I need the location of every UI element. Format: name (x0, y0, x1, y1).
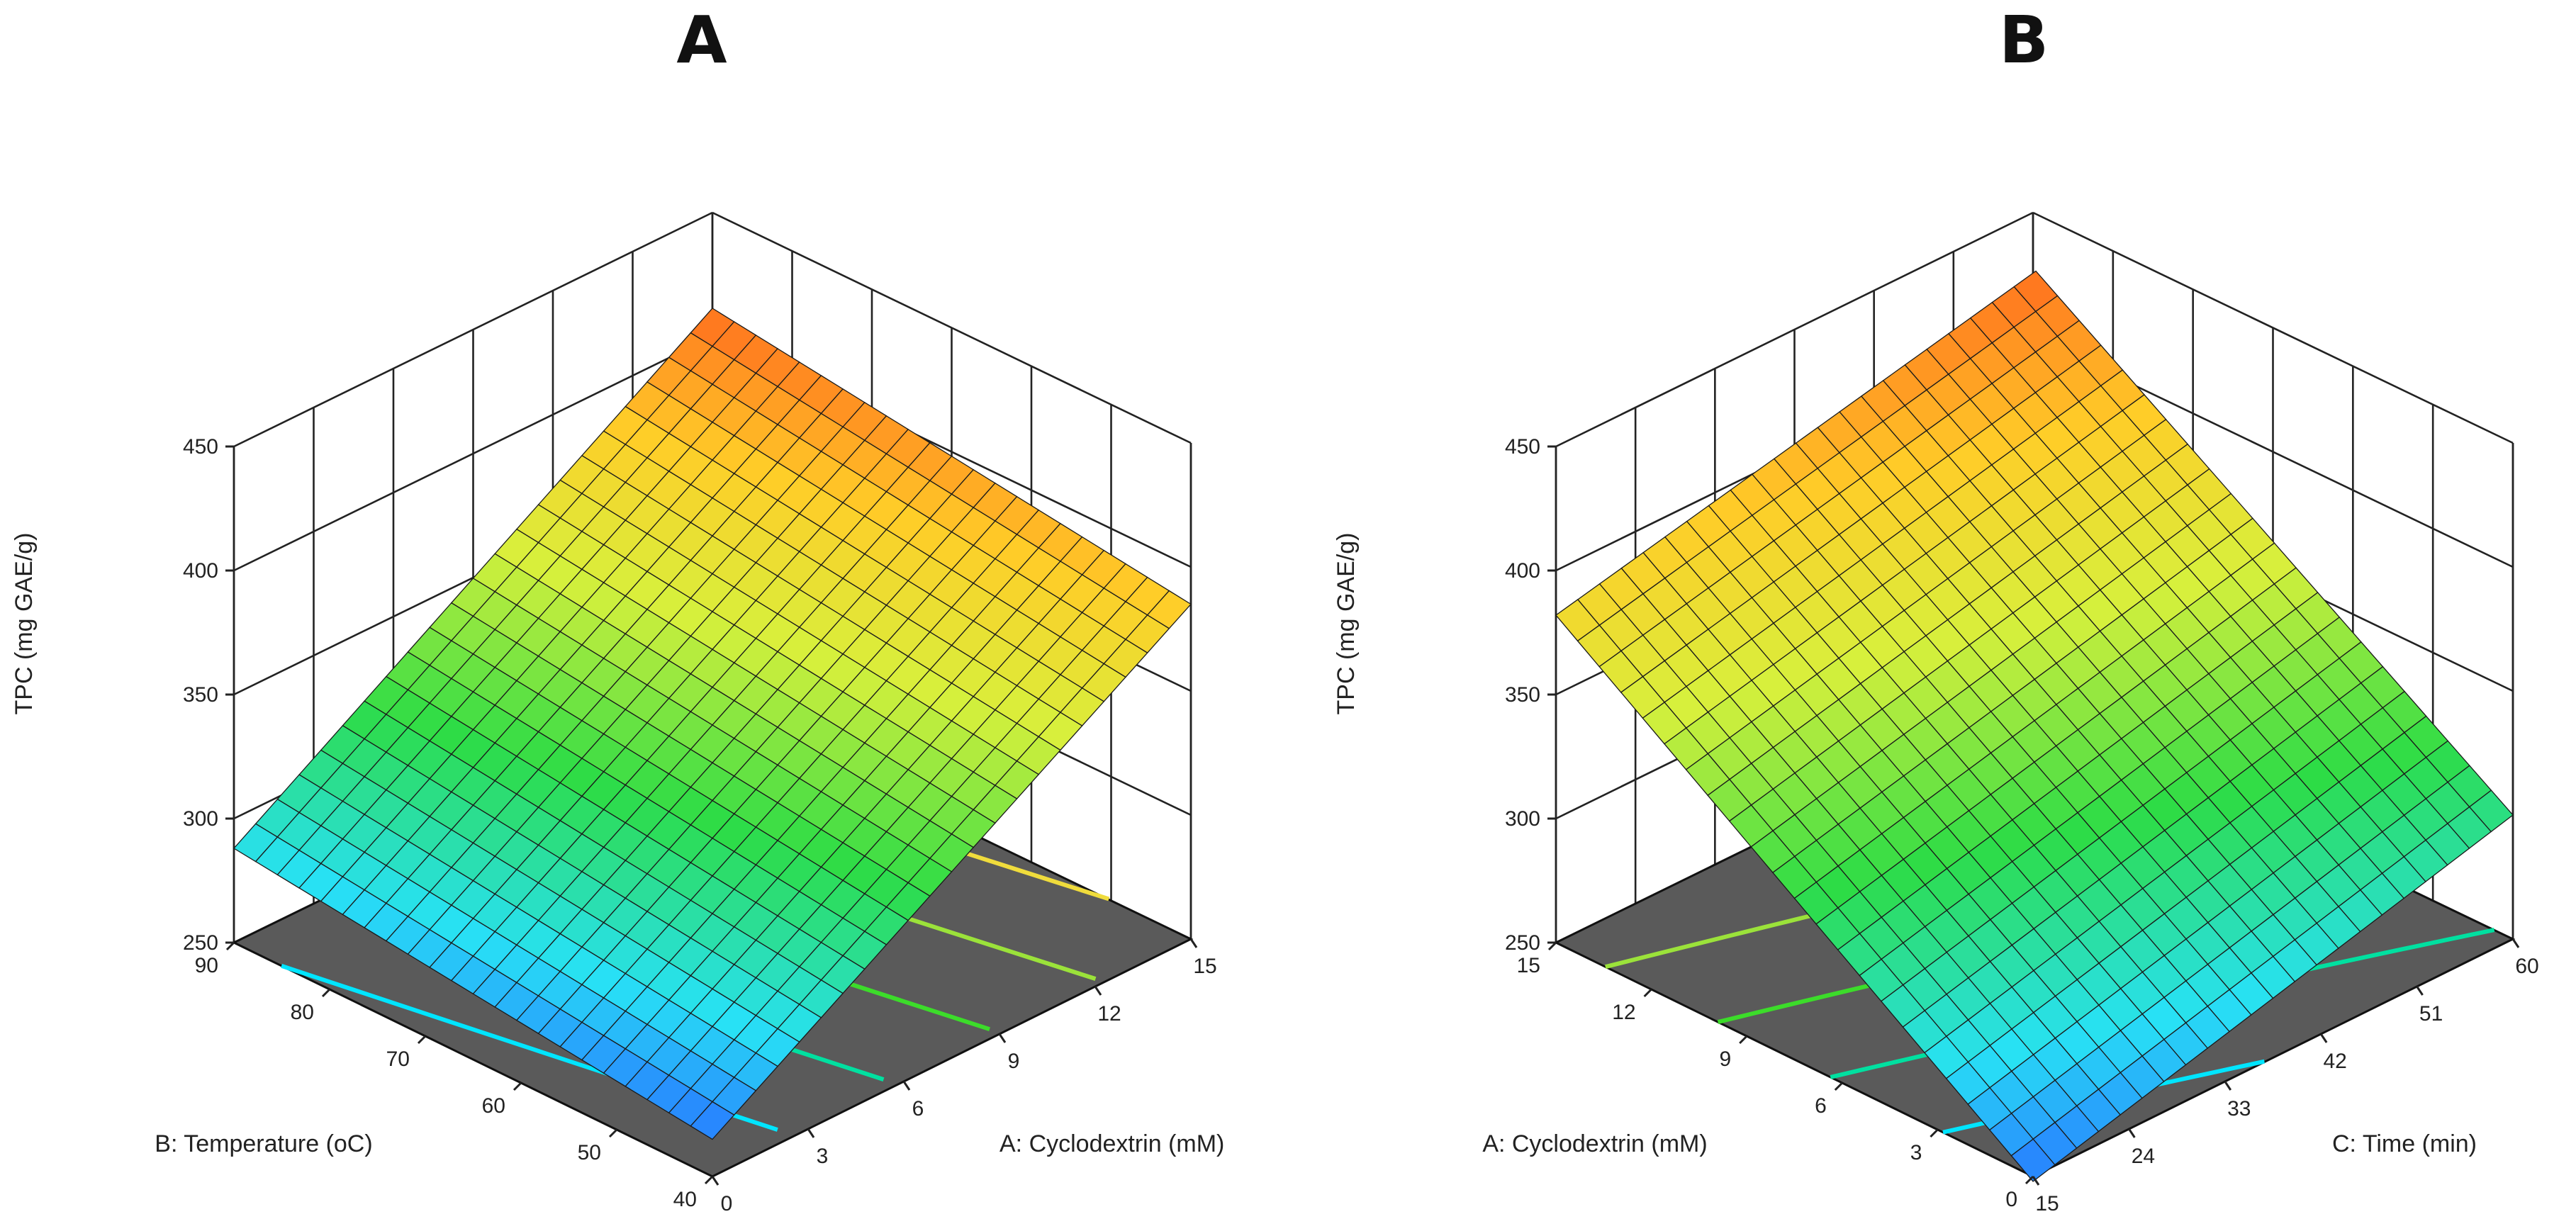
panel-b-y-tick-mark (1547, 941, 1557, 951)
panel-a-y-tick-mark (513, 1082, 522, 1091)
panel-b-y-tick-label: 12 (1612, 1001, 1635, 1024)
panel-a-wall-grid-line (712, 211, 1192, 444)
panel-b-z-tick-label: 450 (1505, 435, 1540, 459)
panel-b-z-tick-label: 400 (1505, 559, 1540, 583)
panel-a-surface-cell (690, 1101, 735, 1140)
panel-a-x-tick-mark (807, 1128, 815, 1138)
panel-b-y-tick-label: 9 (1720, 1047, 1732, 1071)
panel-b-wall-grid-line (2032, 211, 2514, 444)
panel-b-y-tick-label: 15 (1517, 954, 1540, 977)
panel-a-x-tick-label: 3 (817, 1145, 829, 1168)
panel-a-y-tick-label: 70 (386, 1047, 410, 1071)
panel-b-letter: B (1999, 2, 2049, 78)
panel-b-x-tick-mark (2319, 1033, 2328, 1043)
panel-b-x-tick-label: 15 (2035, 1192, 2059, 1215)
panel-a-response-surface (233, 308, 1192, 1140)
panel-a-y-tick-label: 80 (291, 1001, 314, 1024)
panel-b-y-ticks: 0 3 6 9 12 15 (1517, 941, 2034, 1211)
panel-a-x-tick-mark (1189, 938, 1198, 948)
panel-a-y-tick-label: 60 (482, 1094, 505, 1118)
panel-b-x-tick-mark (2224, 1081, 2232, 1091)
panel-a-y-tick-mark (704, 1175, 714, 1185)
panel-b-x-tick-mark (2511, 938, 2520, 948)
panel-a-letter: A (676, 2, 727, 78)
panel-a-z-axis-label: TPC (mg GAE/g) (11, 533, 38, 715)
panel-a-z-tick-label: 250 (183, 931, 218, 955)
panel-b-x-tick-label: 24 (2132, 1145, 2155, 1168)
panel-b-y-tick-label: 6 (1815, 1094, 1827, 1118)
panel-b-x-tick-label: 42 (2324, 1050, 2347, 1073)
panel-b-z-axis-label: TPC (mg GAE/g) (1333, 533, 1360, 715)
panel-a-z-tick-label: 400 (183, 559, 218, 583)
panel-b-y-tick-mark (2025, 1175, 2034, 1185)
panel-b-x-tick-mark (2032, 1176, 2040, 1186)
panel-a-x-tick-mark (1094, 986, 1102, 996)
panel-a-z-tick-label: 300 (183, 807, 218, 831)
panel-b-x-tick-mark (2128, 1128, 2136, 1138)
panel-a-z-tick-label: 350 (183, 683, 218, 707)
panel-b-wall-grid-line (1555, 211, 2034, 448)
panel-b-y-tick-mark (1739, 1035, 1748, 1045)
panel-a-x-ticks: 0 3 6 9 12 15 (711, 938, 1217, 1215)
panel-a-z-ticks: 250 300 350 400 450 (183, 435, 234, 955)
panel-a-z-tick-label: 450 (183, 435, 218, 459)
panel-b-y-axis-label: A: Cyclodextrin (mM) (1482, 1130, 1707, 1157)
panel-a-y-ticks: 40 50 60 70 80 90 (195, 941, 714, 1211)
panel-a-y-tick-label: 50 (578, 1141, 601, 1164)
panel-a-y-axis-label: B: Temperature (oC) (155, 1130, 372, 1157)
panel-a-x-tick-label: 12 (1097, 1002, 1121, 1026)
panel-b-x-tick-label: 33 (2227, 1097, 2251, 1120)
panel-b-response-surface (1555, 270, 2514, 1182)
panel-a-y-tick-mark (608, 1128, 618, 1138)
panel-b-surface-cell (2010, 1138, 2056, 1182)
panel-b-x-tick-label: 51 (2419, 1002, 2443, 1026)
panel-b-y-tick-label: 3 (1910, 1141, 1922, 1164)
panel-b-z-tick-label: 250 (1505, 931, 1540, 955)
panel-a-x-tick-label: 9 (1008, 1050, 1020, 1073)
panel-b-x-tick-mark (2416, 986, 2424, 996)
panel-a-x-tick-mark (902, 1081, 911, 1091)
panel-a-x-tick-label: 6 (912, 1097, 924, 1120)
panel-b-z-ticks: 250 300 350 400 450 (1505, 435, 1556, 955)
panel-b-x-ticks: 15 24 33 42 51 60 (2032, 938, 2539, 1215)
panel-a-x-tick-label: 0 (721, 1192, 733, 1215)
panel-b-y-tick-mark (1930, 1128, 1939, 1138)
panel-a-y-tick-mark (225, 941, 235, 951)
panel-b-x-tick-label: 60 (2515, 955, 2538, 978)
panel-a-x-tick-label: 15 (1193, 955, 1216, 978)
panel-a-y-tick-mark (321, 988, 331, 998)
panel-a-x-axis-label: A: Cyclodextrin (mM) (999, 1130, 1224, 1157)
panel-a-y-tick-label: 40 (673, 1188, 697, 1211)
panel-a-wall-grid-line (233, 335, 713, 572)
panel-a-wall-grid-line (233, 211, 713, 448)
panel-b-x-axis-label: C: Time (min) (2332, 1130, 2477, 1157)
panel-a-x-tick-mark (998, 1033, 1007, 1043)
panel-a-x-tick-mark (711, 1176, 719, 1186)
panel-a-y-tick-label: 90 (195, 954, 218, 977)
panel-b-y-tick-mark (1643, 988, 1652, 998)
panel-b-surface-plot: B 250 300 350 400 450 15 24 33 42 51 60 0 3 6 9 12 15 C: … (1333, 2, 2539, 1215)
panel-b-z-tick-label: 350 (1505, 683, 1540, 707)
panel-b-z-tick-label: 300 (1505, 807, 1540, 831)
panel-a-y-tick-mark (417, 1035, 427, 1045)
panel-b-y-tick-label: 0 (2005, 1188, 2017, 1211)
panel-b-y-tick-mark (1834, 1082, 1843, 1091)
panel-a-surface-plot: A 250 300 350 400 450 0 3 6 9 12 15 40 50 60 70 80 90 A: … (11, 2, 1224, 1215)
